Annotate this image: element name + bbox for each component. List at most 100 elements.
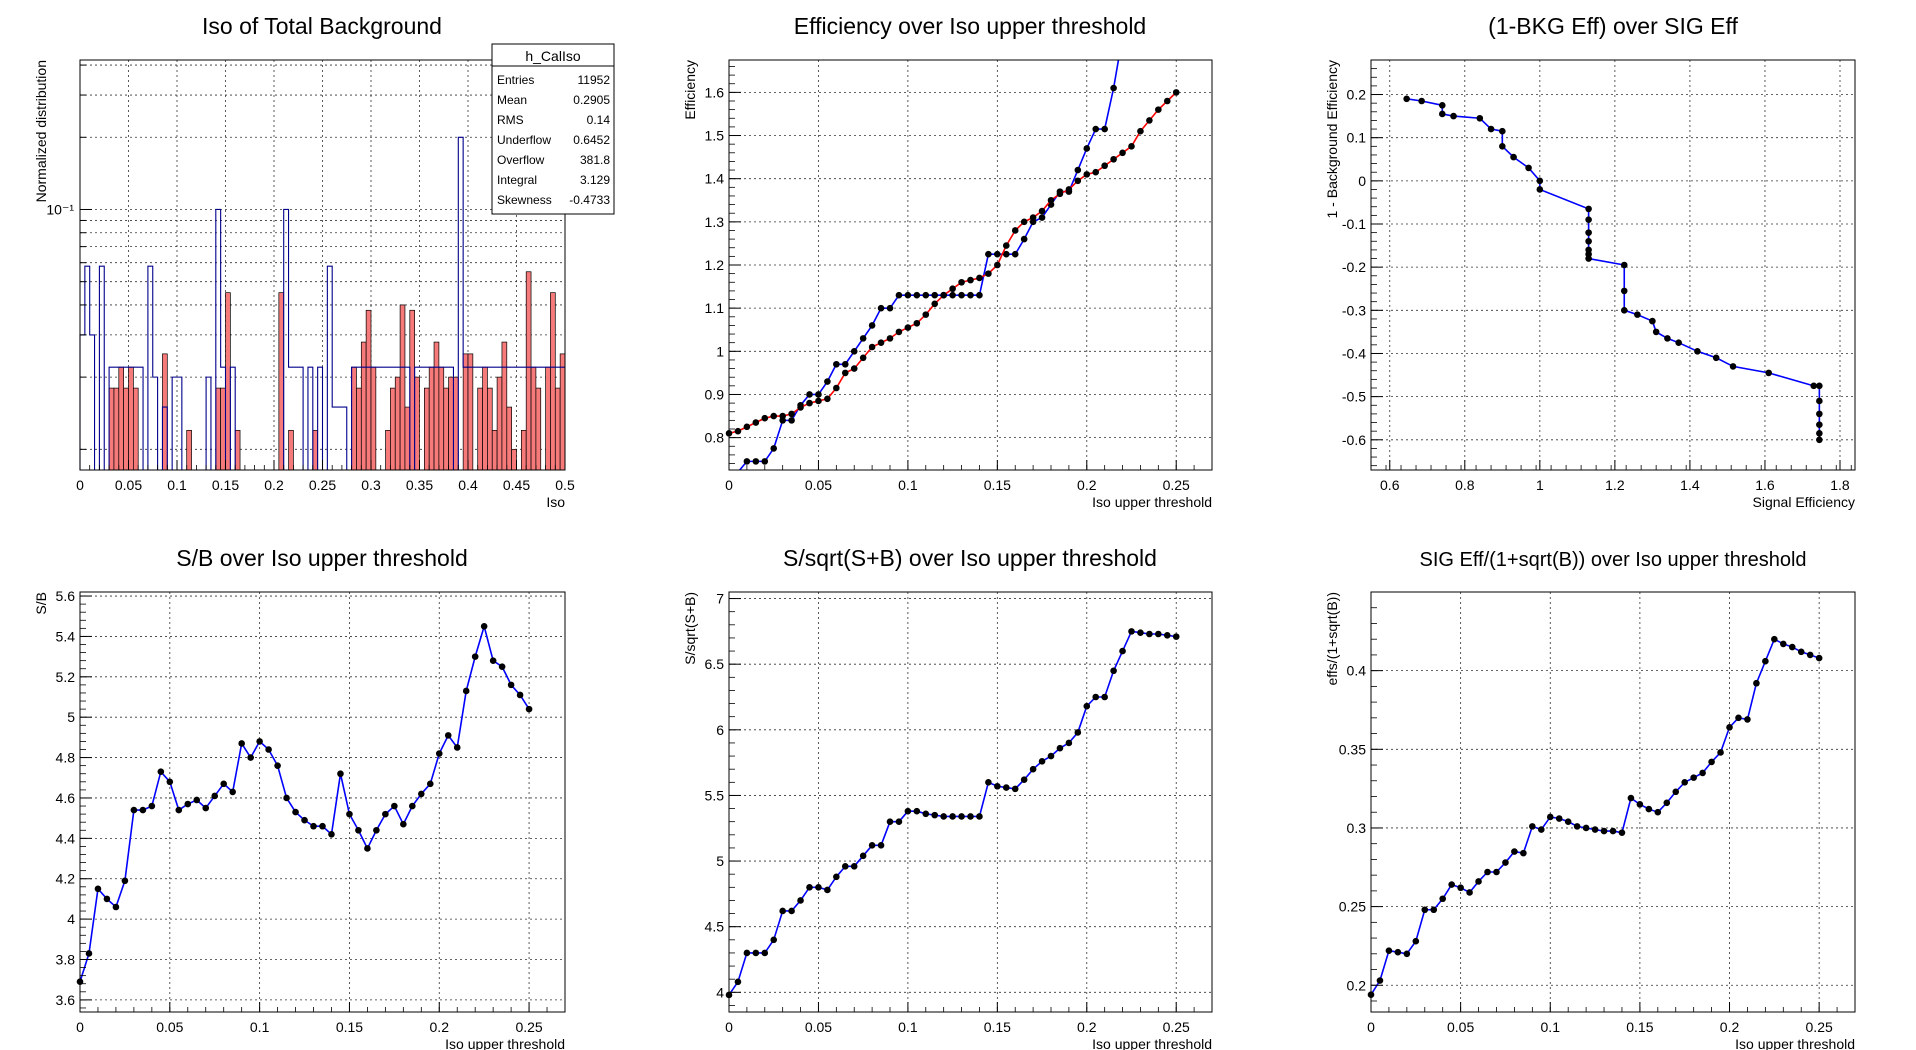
data-point	[1448, 881, 1455, 888]
data-point	[1092, 693, 1100, 701]
data-point	[761, 458, 769, 465]
data-point	[202, 804, 210, 812]
data-point	[1083, 702, 1091, 710]
series-total-outline	[79, 136, 565, 471]
data-point	[1011, 227, 1019, 234]
y-tick-label: 0	[1358, 173, 1366, 189]
hist-bar	[487, 387, 493, 471]
data-point	[1652, 328, 1660, 336]
data-point	[1573, 823, 1581, 830]
data-point	[1110, 155, 1117, 163]
data-point	[1520, 849, 1527, 857]
data-point	[815, 397, 822, 405]
data-point	[1011, 250, 1019, 258]
data-point	[319, 822, 326, 830]
data-point	[94, 885, 102, 893]
y-axis: -0.6 -0.5 -0.4 -0.3 -0.2 -0.1 0 0.1 0.2	[1342, 59, 1383, 467]
data-point	[922, 311, 930, 318]
data-point	[806, 884, 813, 891]
y-axis: 3.6 3.8 4 4.2 4.4 4.6 4.8 5 5.2 5.4 5.6	[56, 588, 92, 1009]
data-point	[1137, 127, 1144, 135]
x-axis: 0 0.05 0.1 0.15 0.2 0.25 0.3 0.35 0.4 0.45 0.5	[76, 460, 575, 493]
data-point	[400, 820, 407, 828]
data-point	[1729, 363, 1737, 370]
data-point	[806, 399, 813, 407]
data-point	[824, 886, 831, 894]
y-tick-label: 1.3	[705, 214, 725, 230]
data-point	[940, 813, 947, 820]
data-point	[1753, 679, 1760, 687]
x-tick-label: 0.8	[1455, 477, 1475, 493]
y-tick-label: 7	[716, 591, 724, 607]
y-tick-label: 0.2	[1347, 977, 1367, 993]
data-point	[1385, 947, 1393, 954]
chart-panel-5: S/sqrt(S+B) over Iso upper threshold 0 0.0…	[682, 545, 1213, 1050]
hist-bar	[550, 292, 556, 471]
y-tick-label: 5	[67, 709, 75, 725]
data-point	[247, 754, 254, 761]
data-point	[1029, 765, 1037, 773]
x-tick-label: 0	[76, 477, 84, 493]
data-point	[1585, 237, 1592, 245]
y-tick-label: -0.4	[1342, 345, 1366, 361]
data-point	[1765, 369, 1773, 377]
data-point	[1172, 89, 1180, 96]
x-tick-label: 1.8	[1830, 477, 1850, 493]
hist-bar	[225, 292, 231, 471]
y-axis: 0.2 0.25 0.3 0.35 0.4	[1339, 591, 1383, 1002]
y-tick-label: 1.2	[705, 257, 725, 273]
data-point	[85, 950, 93, 957]
data-point	[886, 818, 894, 825]
chart-panel-4: S/B over Iso upper threshold 0 0.05 0.1 0.15…	[33, 545, 566, 1050]
chart-title: Efficiency over Iso upper threshold	[794, 13, 1146, 39]
x-tick-label: 0	[1367, 1019, 1375, 1035]
data-point	[1502, 859, 1509, 866]
data-point	[1137, 629, 1144, 636]
series-roc	[1403, 95, 1823, 444]
data-point	[453, 744, 461, 751]
x-axis-label: Iso upper threshold	[1092, 1036, 1212, 1050]
data-point	[913, 291, 921, 299]
data-point	[1418, 97, 1425, 105]
data-point	[1110, 84, 1117, 92]
data-point	[220, 780, 228, 788]
series-s-b	[76, 623, 533, 986]
y-tick-label: 4.2	[56, 871, 76, 887]
data-point	[1403, 95, 1410, 103]
hist-bar	[414, 376, 420, 471]
data-point	[824, 395, 831, 403]
hist-bar	[559, 353, 566, 471]
y-tick-label: 0.1	[1347, 130, 1367, 146]
data-point	[1038, 214, 1046, 221]
x-tick-label: 0.1	[1541, 1019, 1561, 1035]
hist-bar	[453, 376, 459, 471]
stats-value: 0.6452	[573, 133, 610, 147]
plot-frame	[728, 591, 1213, 1013]
data-point	[1510, 153, 1517, 161]
x-axis: 0 0.05 0.1 0.15 0.2 0.25	[76, 1002, 566, 1035]
data-point	[1564, 818, 1572, 825]
data-point	[1074, 166, 1082, 174]
x-tick-label: 0.25	[309, 477, 336, 493]
data-point	[833, 360, 840, 368]
data-point	[1585, 205, 1592, 213]
data-point	[1699, 769, 1706, 777]
stats-title: h_CalIso	[525, 48, 580, 64]
y-tick-label: 1.4	[705, 171, 725, 187]
data-point	[1020, 776, 1028, 783]
data-point	[770, 412, 778, 420]
x-tick-label: 0.35	[406, 477, 433, 493]
y-axis-label: Normalized distribution	[33, 60, 49, 202]
x-tick-label: 0.05	[1447, 1019, 1474, 1035]
data-point	[256, 738, 263, 745]
x-tick-label: 0	[725, 477, 733, 493]
data-point	[833, 873, 840, 881]
data-point	[1065, 739, 1073, 747]
data-point	[444, 732, 452, 739]
data-point	[1119, 647, 1126, 655]
data-point	[1806, 651, 1814, 659]
data-point	[967, 276, 974, 284]
data-point	[1002, 242, 1010, 249]
data-point	[1654, 808, 1662, 816]
data-point	[1412, 937, 1420, 945]
